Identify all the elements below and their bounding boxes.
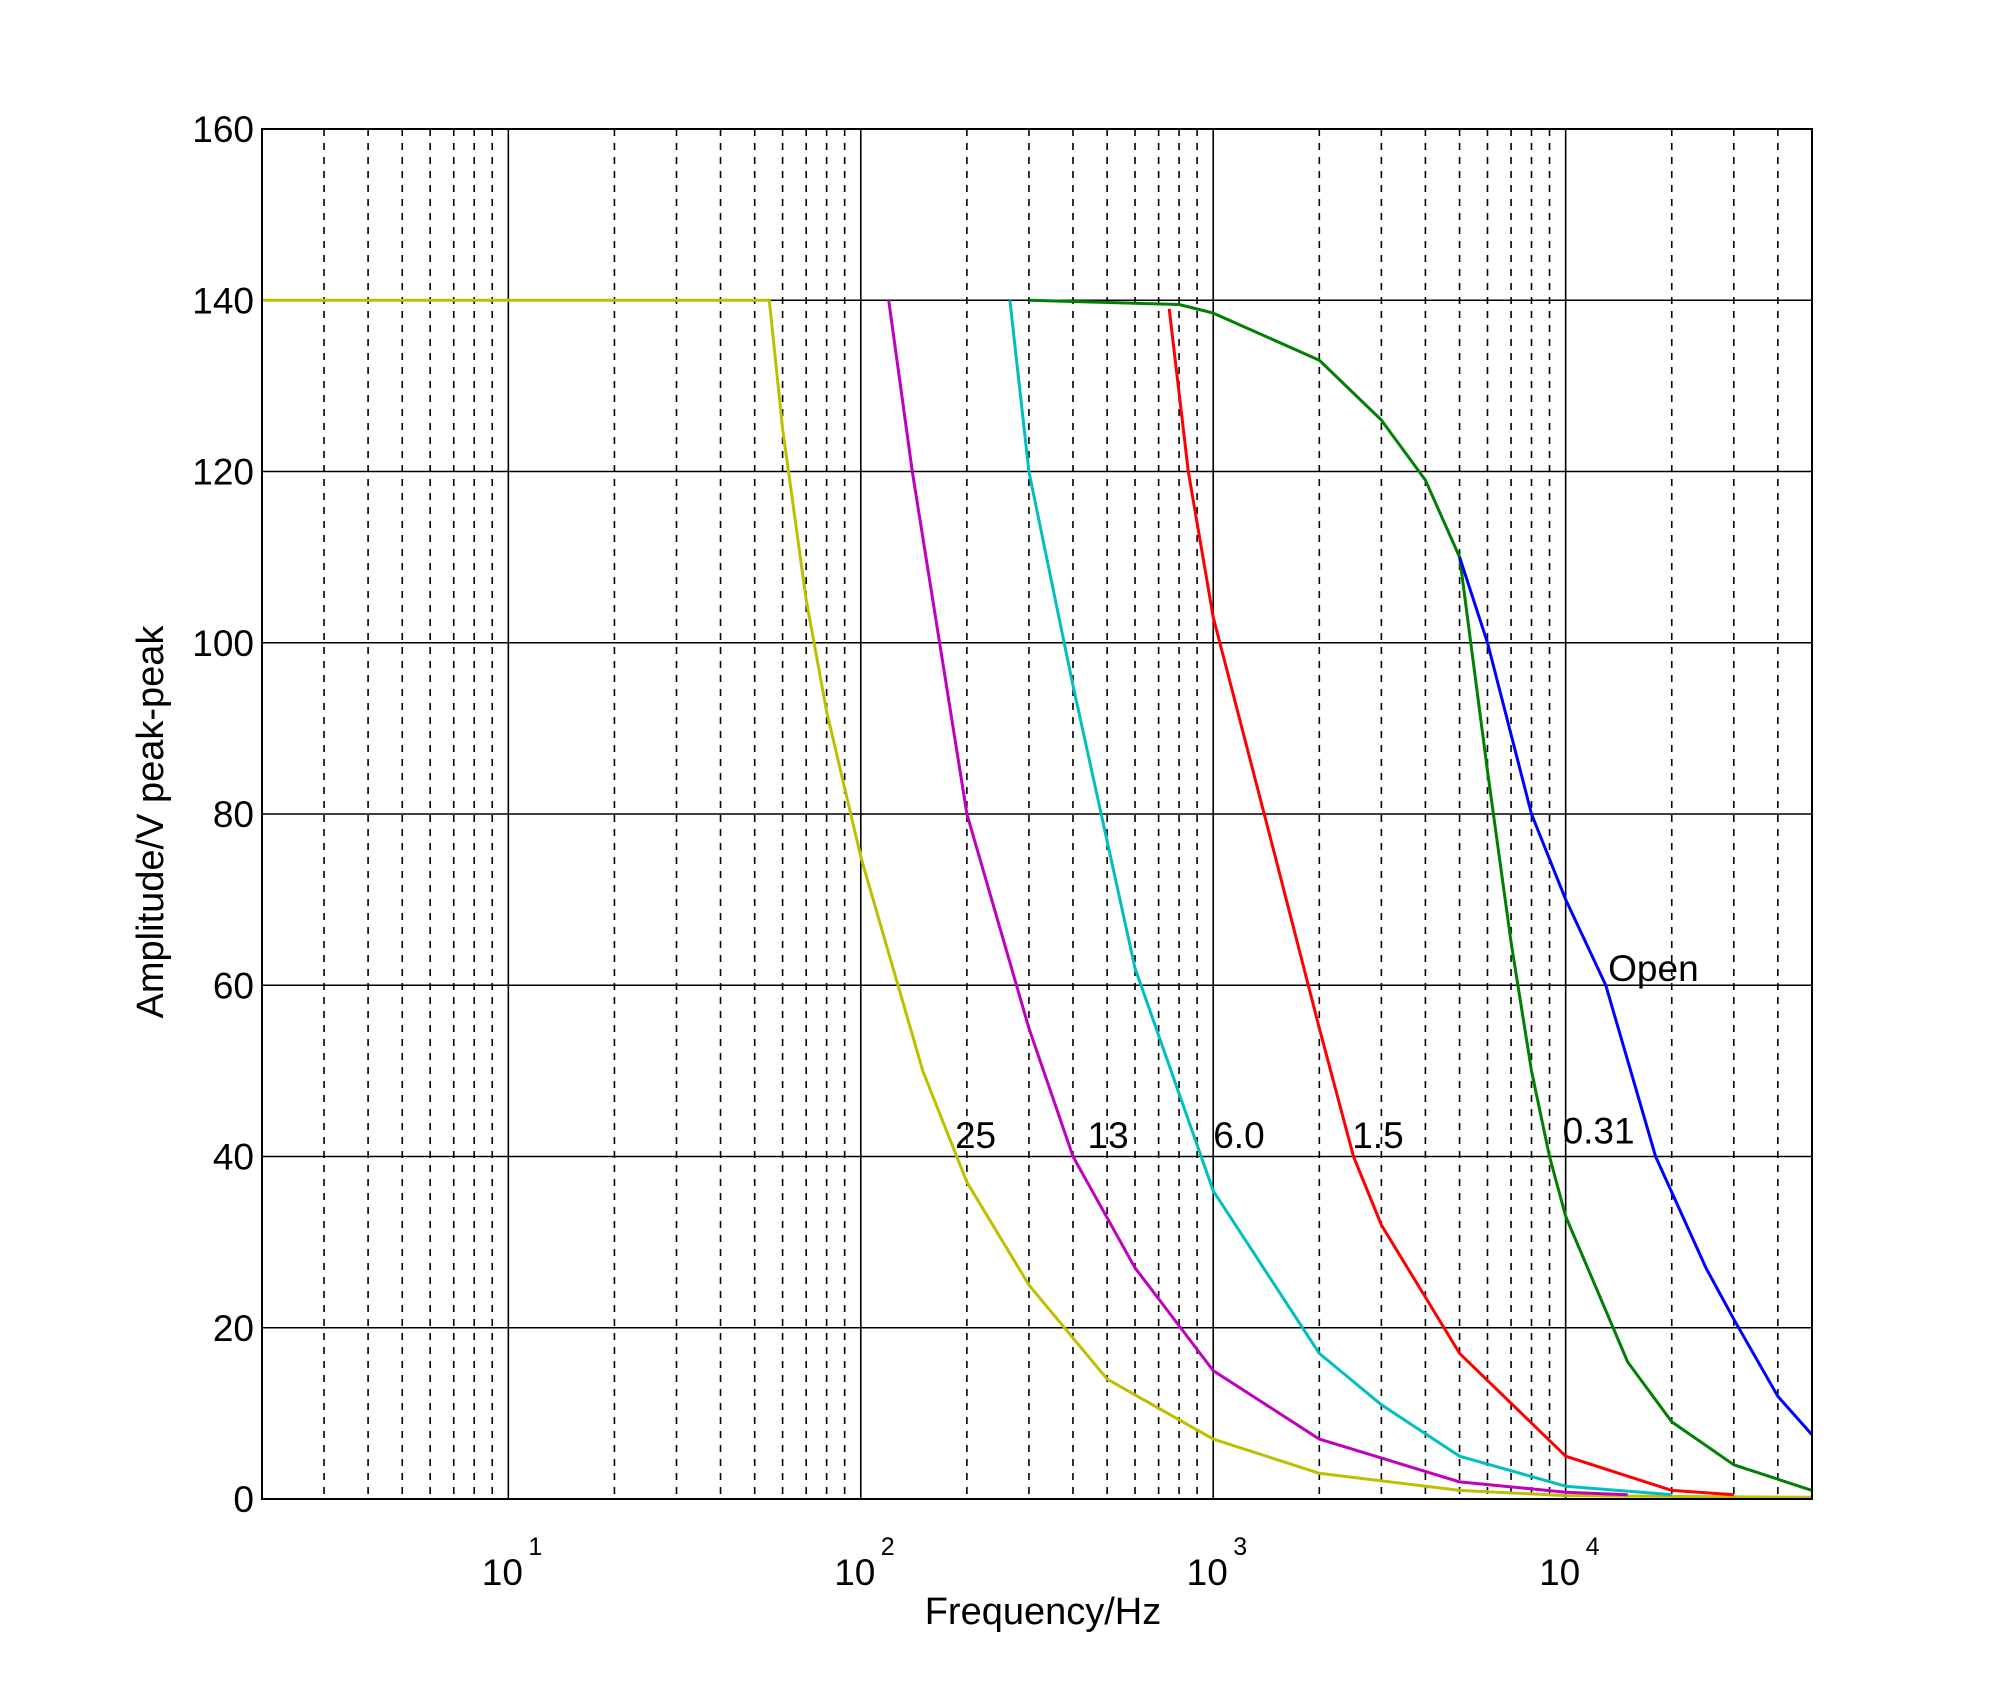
plot-frame [261,128,1813,1500]
curve-label: 0.31 [1563,1111,1635,1152]
y-tick-label: 0 [233,1479,254,1520]
x-tick-label: 10 [834,1552,875,1593]
x-tick-exponent: 1 [528,1533,542,1561]
curve-label: 13 [1088,1115,1129,1156]
y-tick-label: 20 [213,1308,254,1349]
x-tick-label: 10 [1187,1552,1228,1593]
series-line-6-0 [1008,300,1672,1497]
curve-label: Open [1608,948,1699,989]
curve-label: 1.5 [1352,1115,1403,1156]
x-tick-label: 10 [1539,1552,1580,1593]
x-axis-label: Frequency/Hz [925,1591,1162,1633]
series-line-open [1458,556,1814,1436]
y-tick-label: 60 [213,965,254,1006]
y-tick-label: 140 [192,280,254,321]
x-tick-label: 10 [482,1552,523,1593]
y-tick-label: 160 [192,109,254,150]
series-line-1-5 [1167,308,1734,1497]
series-line-0-31 [1028,298,1813,1492]
series-line-25 [262,298,1813,1499]
curve-label: 25 [955,1115,996,1156]
annotations: 25 13 6.0 1.5 0.31 Open [955,948,1699,1156]
series-line-13 [887,300,1628,1497]
y-tick-label: 120 [192,452,254,493]
y-axis-label: Amplitude/V peak-peak [130,625,172,1019]
y-tick-label: 100 [192,623,254,664]
y-tick-label: 80 [213,794,254,835]
x-tick-exponent: 4 [1586,1533,1600,1561]
x-tick-exponent: 2 [881,1533,895,1561]
x-tick-exponent: 3 [1233,1533,1247,1561]
y-tick-label: 40 [213,1137,254,1178]
series-lines [262,298,1814,1499]
curve-label: 6.0 [1213,1115,1264,1156]
